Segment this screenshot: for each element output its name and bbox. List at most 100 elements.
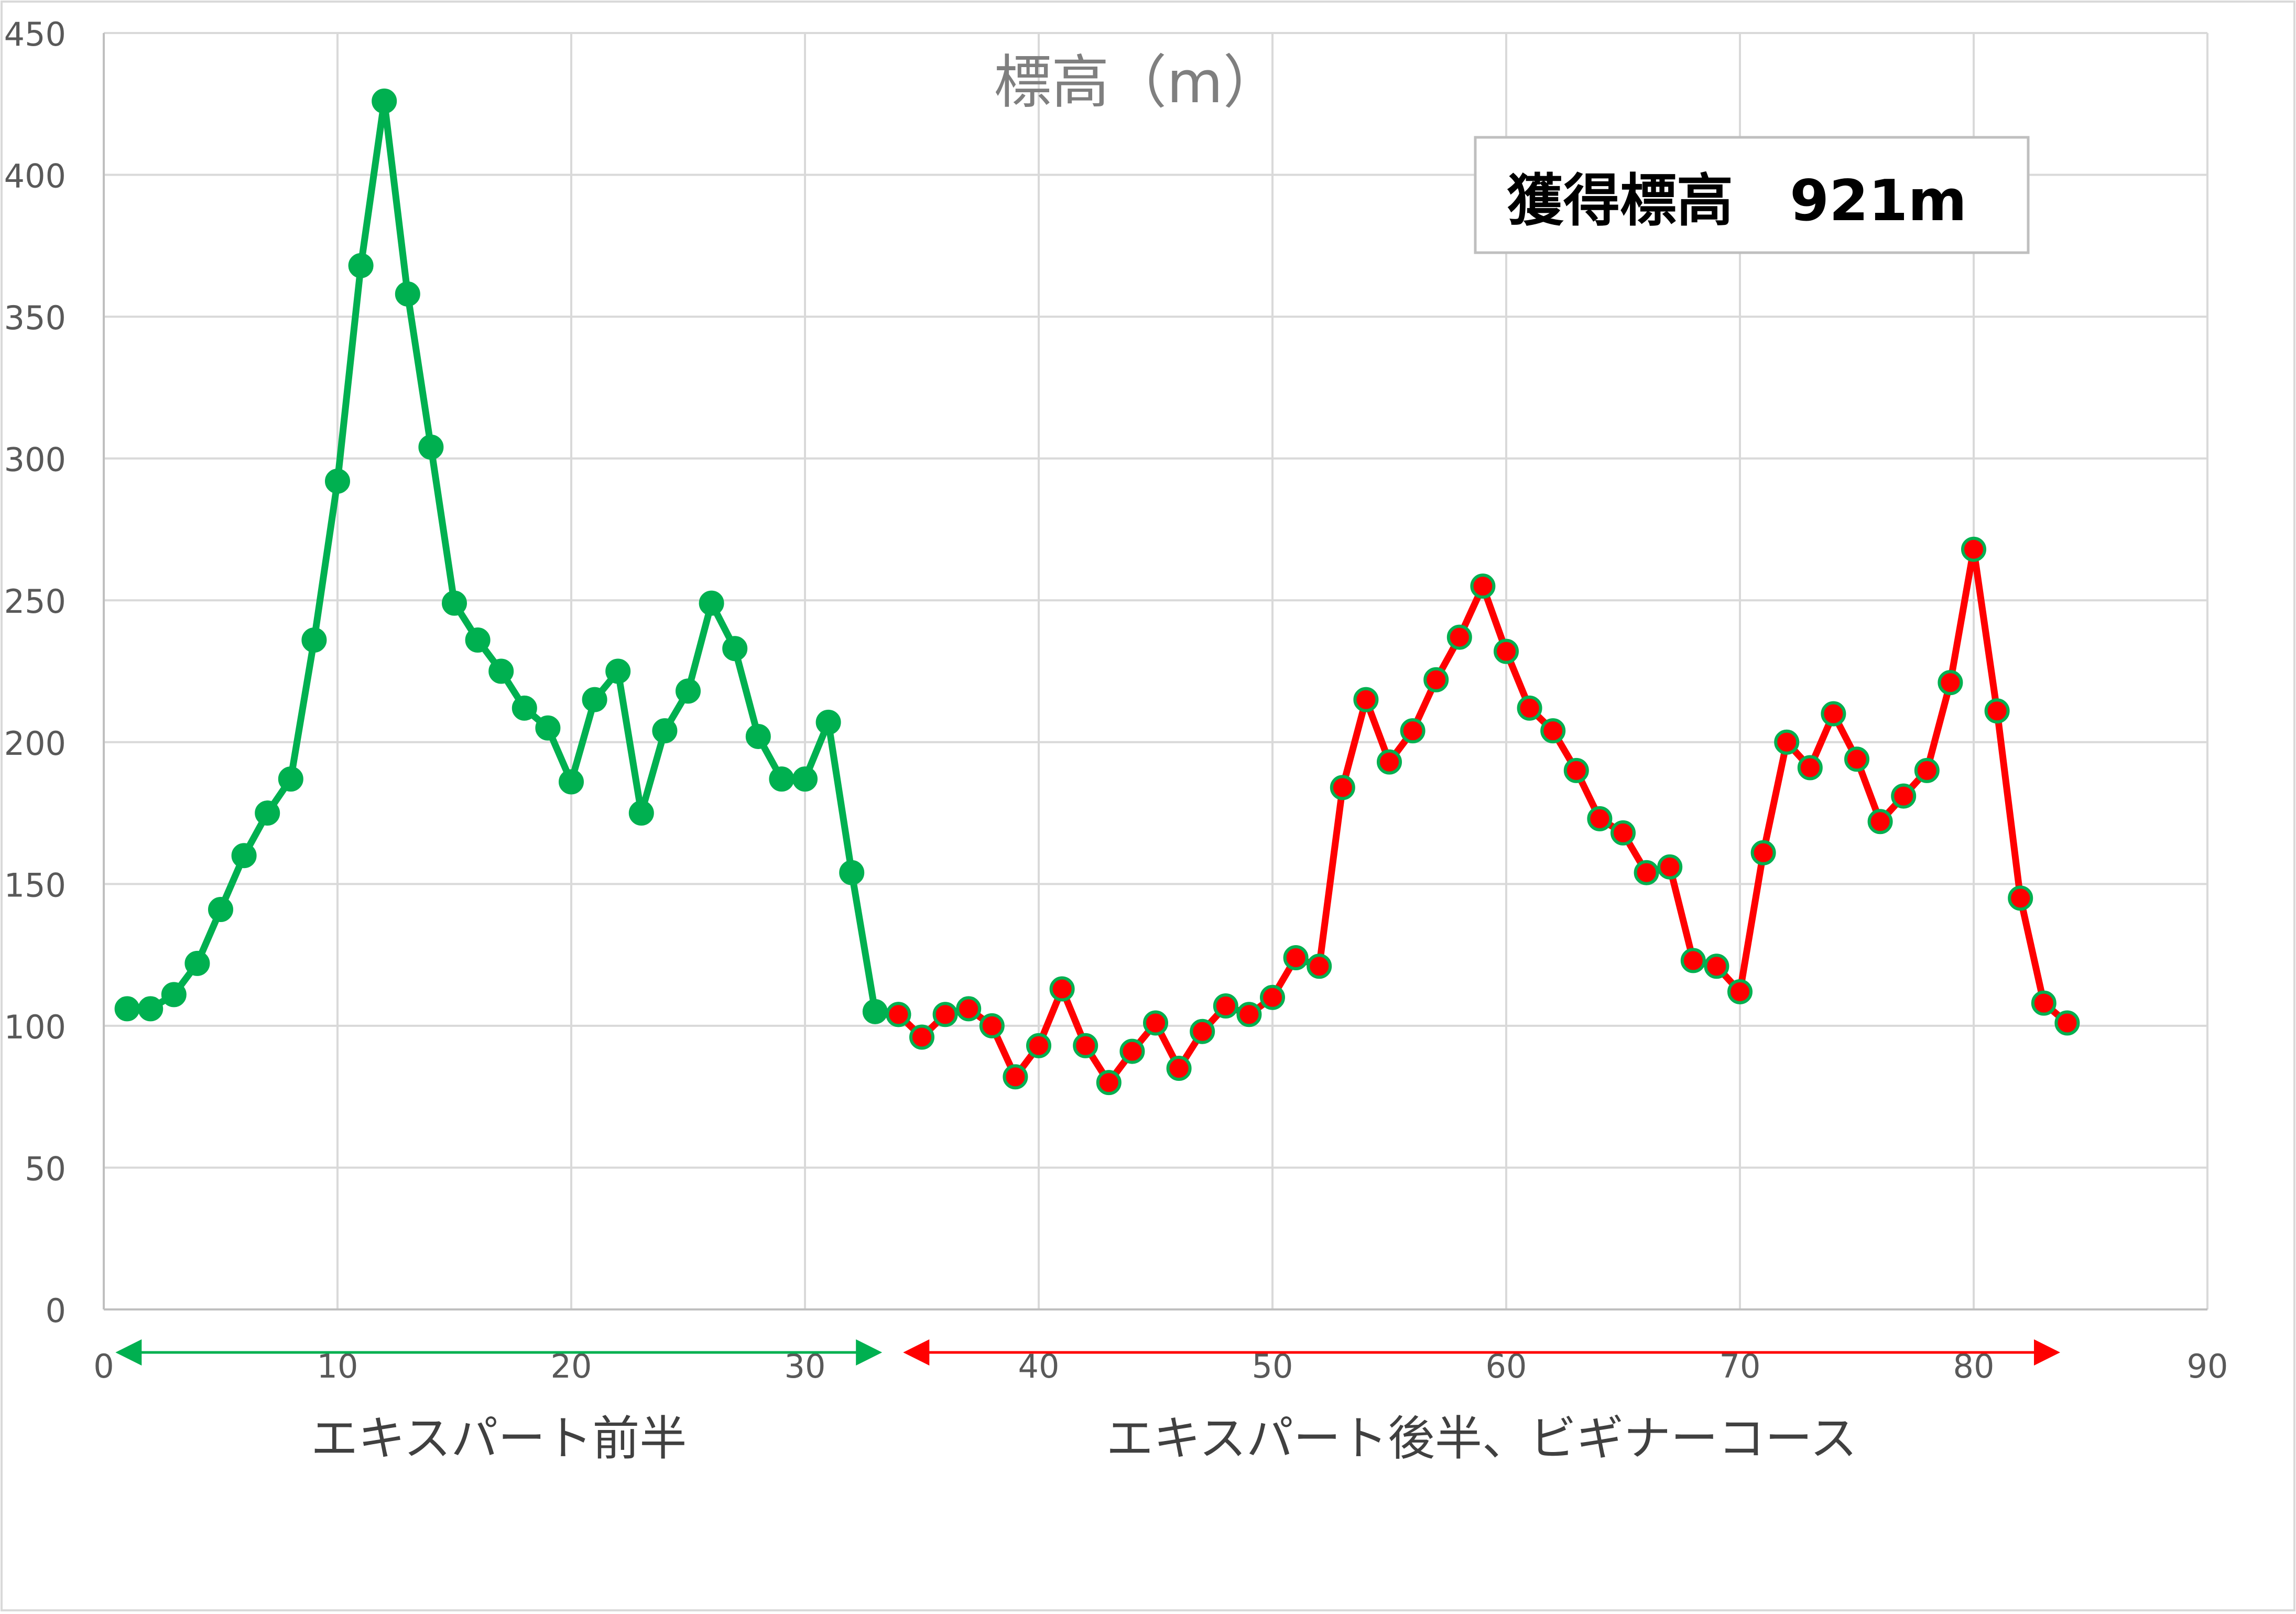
data-point — [792, 766, 818, 792]
data-point — [465, 627, 491, 653]
course-ranges: エキスパート前半 エキスパート後半、ビギナーコース — [115, 1339, 2061, 1466]
data-point — [1119, 1038, 1145, 1064]
data-point — [1750, 840, 1776, 865]
y-tick-label: 350 — [4, 299, 66, 337]
y-tick-label: 450 — [4, 15, 66, 53]
series-line-1 — [127, 98, 899, 1018]
series — [114, 88, 2080, 1096]
range-label: エキスパート前半 — [311, 1411, 687, 1466]
data-point — [932, 1002, 958, 1027]
range-arrow-head-right — [2034, 1339, 2061, 1366]
data-point — [535, 715, 561, 741]
data-point — [1096, 1070, 1122, 1096]
data-point — [699, 590, 724, 616]
data-point — [1587, 806, 1613, 831]
y-tick-label: 200 — [4, 724, 66, 763]
y-tick-label: 100 — [4, 1008, 66, 1046]
data-point — [1073, 1033, 1098, 1058]
data-point — [1283, 945, 1309, 971]
data-point — [2031, 990, 2056, 1016]
data-point — [628, 800, 654, 826]
data-point — [1400, 718, 1426, 744]
data-point — [1049, 976, 1075, 1002]
data-point — [1797, 755, 1823, 781]
data-point — [161, 982, 187, 1008]
data-point — [815, 709, 841, 735]
data-point — [1470, 573, 1496, 599]
data-point — [1821, 701, 1846, 727]
data-point — [909, 1024, 934, 1050]
data-point — [605, 658, 631, 684]
data-point — [278, 766, 303, 792]
data-point — [114, 996, 140, 1022]
data-point — [1844, 746, 1869, 772]
data-point — [1190, 1019, 1215, 1044]
data-point — [652, 718, 678, 744]
range-arrow-head-left — [115, 1339, 142, 1366]
data-point — [301, 627, 327, 653]
data-point — [372, 88, 397, 114]
range-label: エキスパート後半、ビギナーコース — [1106, 1411, 1857, 1466]
data-point — [1634, 860, 1659, 885]
data-point — [1914, 757, 1940, 783]
y-tick-label: 300 — [4, 441, 66, 479]
data-point — [886, 1002, 911, 1027]
data-point — [2008, 885, 2033, 911]
y-tick-label: 400 — [4, 157, 66, 196]
data-point — [1774, 729, 1800, 755]
data-point — [956, 996, 982, 1022]
data-point — [582, 687, 607, 712]
data-point — [231, 843, 257, 869]
data-point — [1377, 749, 1402, 775]
data-point — [1611, 820, 1636, 846]
y-tick-label: 50 — [25, 1150, 66, 1188]
x-tick-label: 90 — [2187, 1347, 2228, 1385]
y-tick-label: 150 — [4, 866, 66, 904]
grid-lines — [104, 32, 2208, 1309]
annotation-text: 獲得標高 921m — [1507, 168, 1967, 234]
data-point — [1680, 948, 1706, 973]
data-point — [1143, 1010, 1168, 1036]
data-point — [208, 897, 233, 923]
data-point — [1867, 809, 1893, 835]
data-point — [1938, 670, 1963, 696]
x-tick-label: 0 — [93, 1347, 114, 1385]
range-arrow-head-right — [856, 1339, 883, 1366]
data-point — [184, 950, 210, 976]
data-point — [488, 658, 514, 684]
y-tick-label: 0 — [46, 1292, 66, 1330]
data-point — [442, 590, 467, 616]
data-point — [979, 1013, 1005, 1038]
data-point — [1446, 624, 1472, 650]
data-point — [138, 996, 164, 1022]
data-point — [255, 800, 280, 826]
y-tick-label: 250 — [4, 582, 66, 621]
data-point — [1236, 1002, 1262, 1027]
data-point — [1353, 687, 1379, 712]
data-point — [745, 723, 771, 749]
data-point — [839, 860, 865, 885]
data-point — [559, 769, 584, 795]
data-point — [1563, 757, 1589, 783]
course-range-2: エキスパート後半、ビギナーコース — [903, 1339, 2061, 1466]
data-point — [722, 636, 748, 662]
data-point — [1961, 536, 1986, 562]
range-arrow-head-left — [903, 1339, 930, 1366]
data-point — [325, 468, 350, 494]
data-point — [1026, 1033, 1051, 1058]
data-point — [1984, 698, 2010, 724]
data-point — [395, 281, 420, 307]
data-point — [2054, 1010, 2080, 1036]
annotation-box: 獲得標高 921m — [1474, 136, 2030, 254]
chart-title: 標高（m） — [994, 49, 1280, 116]
data-point — [769, 766, 795, 792]
annotation-box-frame — [1474, 136, 2030, 254]
data-point — [512, 695, 537, 721]
data-point — [1727, 979, 1753, 1004]
data-point — [1657, 854, 1683, 880]
data-point — [348, 253, 374, 278]
data-point — [676, 678, 701, 704]
